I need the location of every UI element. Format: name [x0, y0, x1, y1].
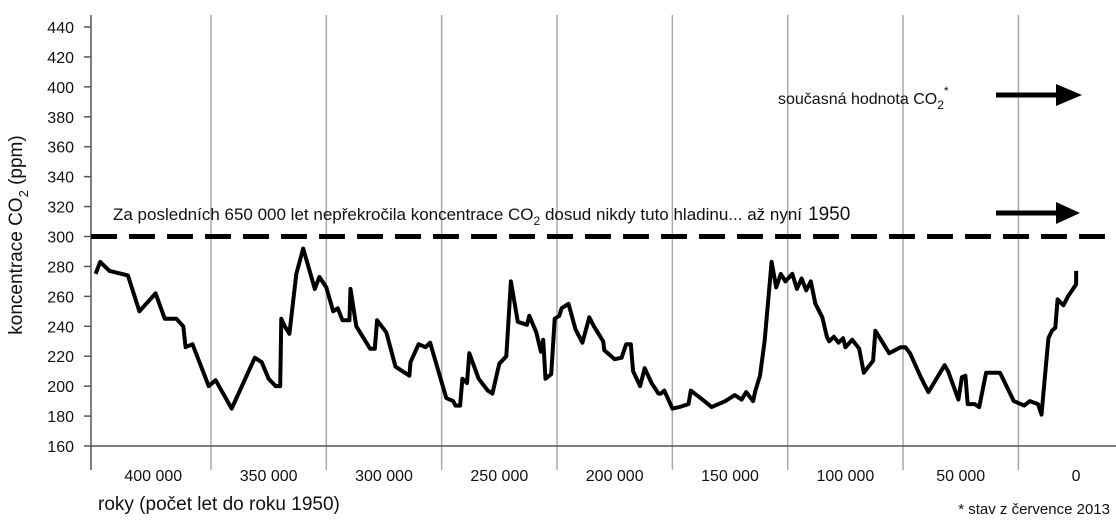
x-tick-label: 0 [1072, 468, 1081, 485]
x-tick-label: 400 000 [124, 468, 182, 485]
y-tick-label: 260 [47, 289, 74, 306]
x-tick-label: 250 000 [470, 468, 528, 485]
arrow [996, 202, 1080, 224]
y-tick-label: 420 [47, 50, 74, 67]
footnote: * stav z července 2013 [958, 501, 1110, 518]
threshold-annotation: Za posledních 650 000 let nepřekročila k… [113, 204, 850, 228]
y-tick-label: 360 [47, 140, 74, 157]
y-tick-label: 320 [47, 200, 74, 217]
y-tick-label: 280 [47, 259, 74, 276]
x-tick-label: 200 000 [586, 468, 644, 485]
x-tick-label: 350 000 [240, 468, 298, 485]
y-tick-label: 240 [47, 319, 74, 336]
current-annotation: současná hodnota CO2* [778, 84, 949, 112]
y-tick-label: 160 [47, 439, 74, 456]
y-axis-label: koncentrace CO2 (ppm) [6, 135, 31, 334]
arrow [996, 84, 1082, 106]
y-tick-label: 400 [47, 80, 74, 97]
y-tick-label: 380 [47, 110, 74, 127]
y-tick-label: 180 [47, 409, 74, 426]
grid [210, 15, 1020, 470]
y-tick-label: 200 [47, 379, 74, 396]
x-tick-label: 300 000 [355, 468, 413, 485]
x-tick-label: 150 000 [701, 468, 759, 485]
x-tick-label: 50 000 [936, 468, 985, 485]
x-tick-label: 100 000 [816, 468, 874, 485]
y-tick-label: 220 [47, 349, 74, 366]
x-axis-label: roky (počet let do roku 1950) [98, 494, 340, 515]
y-tick-label: 440 [47, 20, 74, 37]
y-tick-label: 340 [47, 170, 74, 187]
co2-line [93, 246, 1079, 417]
y-tick-label: 300 [47, 230, 74, 247]
